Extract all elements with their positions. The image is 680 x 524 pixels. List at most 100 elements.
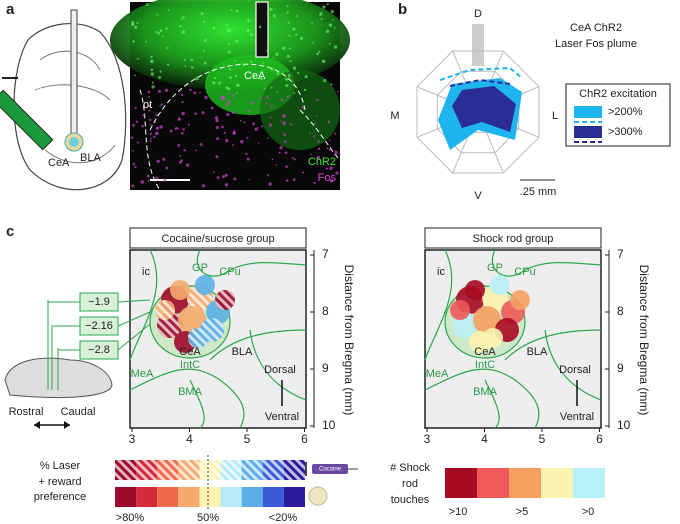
- shape: [13, 22, 127, 191]
- fos-dot: [148, 95, 151, 98]
- brain-diagram: [0, 9, 127, 191]
- fos-dot: [155, 131, 159, 136]
- fos-dot: [246, 136, 249, 139]
- x-tick-label: 6: [301, 432, 308, 446]
- chr2-dot: [212, 81, 216, 85]
- chr2-dot: [297, 72, 300, 75]
- swatch-hatch: [241, 460, 263, 480]
- fos-dot: [283, 140, 287, 144]
- bregma-label: −1.9: [88, 296, 110, 308]
- fos-dot: [163, 178, 167, 182]
- chr2-dot: [225, 23, 228, 26]
- fos-dot: [246, 157, 250, 161]
- micrograph: [110, 0, 350, 191]
- fos-dot: [181, 111, 185, 116]
- fos-dot: [179, 154, 182, 157]
- chr2-dot: [165, 27, 168, 31]
- chr2-dot: [284, 77, 289, 81]
- fos-dot: [216, 137, 220, 141]
- fos-dot: [336, 90, 339, 93]
- region-label: CeA: [179, 346, 201, 358]
- fos-dot: [268, 182, 272, 186]
- region-label: GP: [487, 262, 503, 274]
- fos-dot: [159, 125, 163, 129]
- swatch-hatch: [220, 460, 242, 480]
- fos-dot: [226, 104, 229, 107]
- sagittal-inset: [4, 300, 113, 429]
- y-tick-label: 8: [617, 304, 624, 318]
- swatch: [241, 487, 263, 507]
- site: [170, 280, 190, 300]
- region-label: BMA: [178, 386, 203, 398]
- swatch: [477, 468, 509, 498]
- chr2-dot: [268, 66, 270, 69]
- fos-dot: [155, 126, 160, 130]
- fos-dot: [221, 125, 224, 129]
- connector: [117, 299, 151, 303]
- swatch: [220, 487, 242, 507]
- fos-dot: [267, 137, 270, 140]
- chr2-dot: [235, 39, 239, 43]
- chr2-dot: [227, 28, 231, 33]
- fos-dot: [259, 97, 262, 100]
- chr2-dot: [319, 13, 323, 17]
- fos-dot: [221, 174, 225, 179]
- panel-label: a: [6, 1, 15, 18]
- site: [465, 280, 485, 300]
- fos-dot: [182, 128, 185, 131]
- x-tick-label: 3: [129, 432, 136, 446]
- fos-dot: [147, 179, 150, 182]
- shape: [299, 109, 341, 161]
- legend-item: <20%: [269, 512, 298, 524]
- shape: [110, 0, 350, 90]
- swatch-hatch: [283, 460, 305, 480]
- chr2-dot: [181, 30, 186, 34]
- fos-dot: [290, 123, 293, 126]
- fos-dot: [233, 130, 236, 133]
- fos-dot: [194, 112, 197, 116]
- region-outline: [424, 249, 453, 361]
- fos-dot: [177, 118, 181, 121]
- legend-item: 50%: [197, 512, 219, 524]
- fos-dot: [216, 176, 220, 179]
- chr2-dot: [167, 63, 170, 66]
- chr2-dot: [212, 26, 216, 30]
- swatch: [541, 468, 573, 498]
- fos-dot: [335, 153, 337, 156]
- fos-dot: [285, 165, 288, 168]
- region-label: Dorsal: [559, 364, 591, 376]
- chr2-dot: [150, 72, 155, 76]
- fos-dot: [248, 178, 251, 181]
- fos-dot: [280, 120, 283, 123]
- fos-dot: [158, 89, 162, 93]
- chr2-dot: [151, 68, 154, 71]
- legend-item: >80%: [116, 512, 145, 524]
- fos-dot: [141, 124, 144, 128]
- chr2-dot: [289, 60, 292, 63]
- fos-dot: [279, 145, 283, 150]
- chr2-dot: [179, 24, 182, 28]
- chr2-dot: [249, 32, 254, 37]
- shape: Cocaine/sucrose group ic GP CPu CeA BLA MeA Int…: [129, 227, 356, 446]
- chr2-dot: [234, 74, 238, 78]
- fos-dot: [180, 159, 183, 163]
- region-label: IntC: [180, 359, 200, 371]
- chr2-dot: [266, 49, 269, 52]
- y-axis-label: Distance from Bregma (mm): [637, 265, 651, 416]
- fos-dot: [328, 139, 331, 142]
- legend-item: >200%: [608, 106, 643, 118]
- chr2-dot: [203, 38, 207, 42]
- x-tick-label: 6: [596, 432, 603, 446]
- legend-title: # Shock: [390, 462, 430, 474]
- fos-dot: [265, 102, 268, 105]
- fos-dot: [282, 121, 286, 125]
- radar-ring: [416, 50, 540, 174]
- chr2-dot: [328, 42, 331, 45]
- chr2-dot: [166, 46, 169, 50]
- fos-dot: [224, 183, 229, 187]
- atlas-title: Cocaine/sucrose group: [161, 233, 274, 245]
- y-tick-label: 9: [617, 361, 624, 375]
- chr2-dot: [134, 25, 138, 29]
- fos-dot: [329, 166, 333, 171]
- chr2-dot: [230, 9, 233, 11]
